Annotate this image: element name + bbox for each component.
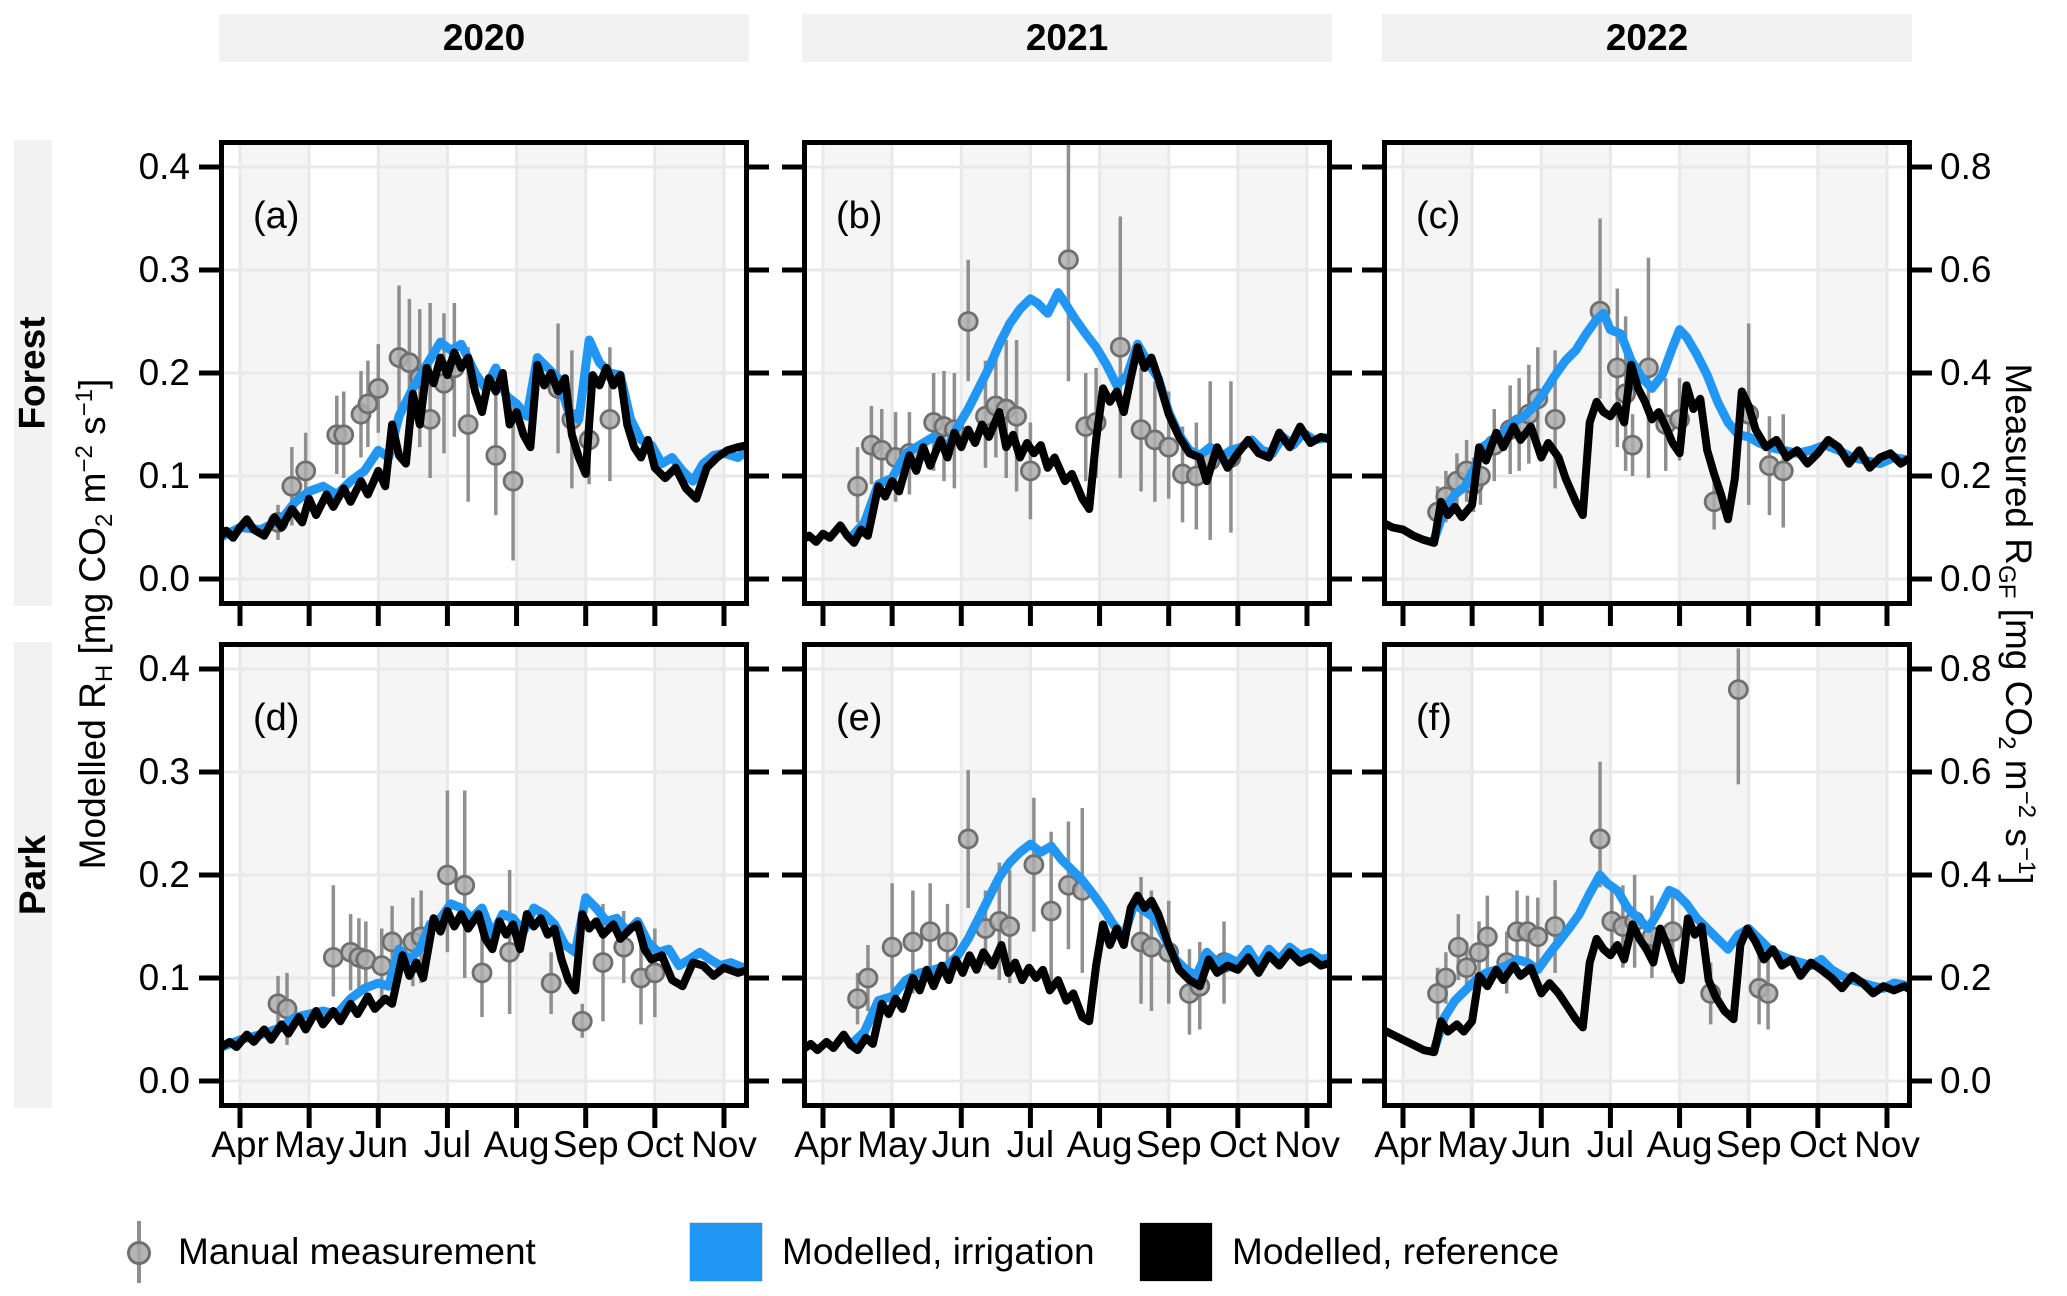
legend-label: Modelled, reference <box>1232 1231 1560 1272</box>
y-left-tick-label: 0.2 <box>138 352 190 393</box>
x-tick-label: Jun <box>931 1124 992 1165</box>
y-right-tick-label: 0.4 <box>1940 854 1992 895</box>
y-right-tick-label: 0.6 <box>1940 751 1992 792</box>
x-tick-label: Aug <box>483 1124 550 1165</box>
black-swatch-icon <box>1139 1222 1213 1282</box>
x-tick-label: Nov <box>691 1124 757 1165</box>
x-tick-label: Aug <box>1646 1124 1713 1165</box>
x-tick-label: Sep <box>552 1124 619 1165</box>
x-tick-label: Jul <box>1586 1124 1635 1165</box>
y-right-tick-label: 0.2 <box>1940 455 1992 496</box>
panel-park-2021: (e) <box>802 642 1332 1108</box>
x-tick-label: Apr <box>211 1124 269 1165</box>
facet-strip-label: 2022 <box>1605 17 1689 58</box>
x-tick-label: Nov <box>1274 1124 1340 1165</box>
y-right-tick-label: 0.6 <box>1940 249 1992 290</box>
x-tick-label: Aug <box>1066 1124 1133 1165</box>
legend-item-manual-measurement: Manual measurement <box>119 1214 536 1290</box>
panel-label: (d) <box>253 697 299 739</box>
legend-item-modelled-reference: Modelled, reference <box>1139 1214 1559 1290</box>
legend-label: Modelled, irrigation <box>782 1231 1095 1272</box>
y-left-tick-label: 0.4 <box>138 146 190 187</box>
x-tick-label: Apr <box>794 1124 852 1165</box>
legend-item-modelled-irrigation: Modelled, irrigation <box>689 1214 1095 1290</box>
panel-forest-2022: (c) <box>1382 140 1912 606</box>
x-tick-label: Oct <box>1209 1124 1267 1165</box>
x-tick-label: May <box>857 1124 928 1165</box>
y-left-tick-label: 0.1 <box>138 455 190 496</box>
panel-label: (b) <box>836 195 882 237</box>
panel-label: (e) <box>836 697 882 739</box>
panel-forest-2021: (b) <box>802 140 1332 606</box>
x-tick-label: Apr <box>1374 1124 1432 1165</box>
x-tick-label: Jun <box>348 1124 409 1165</box>
facet-strip-2022: 2022 <box>1382 14 1912 62</box>
panel-park-2020: (d) <box>219 642 749 1108</box>
panel-label: (f) <box>1416 697 1452 739</box>
y-right-tick-label: 0.2 <box>1940 957 1992 998</box>
y-left-tick-label: 0.3 <box>138 751 190 792</box>
blue-swatch-icon <box>689 1222 763 1282</box>
y-right-tick-label: 0.4 <box>1940 352 1992 393</box>
x-tick-label: Jul <box>1006 1124 1055 1165</box>
x-tick-label: Jun <box>1511 1124 1572 1165</box>
y-right-tick-label: 0.8 <box>1940 146 1992 187</box>
x-tick-label: Sep <box>1135 1124 1202 1165</box>
panel-label: (c) <box>1416 195 1460 237</box>
x-tick-label: Oct <box>1789 1124 1847 1165</box>
facet-strip-2021: 2021 <box>802 14 1332 62</box>
panel-park-2022: (f) <box>1382 642 1912 1108</box>
x-tick-label: Nov <box>1854 1124 1920 1165</box>
y-left-tick-label: 0.0 <box>138 558 190 599</box>
y-left-tick-label: 0.2 <box>138 854 190 895</box>
y-right-tick-label: 0.0 <box>1940 558 1992 599</box>
facet-strip-label: 2021 <box>1025 17 1109 58</box>
y-left-tick-label: 0.3 <box>138 249 190 290</box>
panel-label: (a) <box>253 195 299 237</box>
x-tick-label: May <box>274 1124 345 1165</box>
y-right-tick-label: 0.0 <box>1940 1060 1992 1101</box>
x-tick-label: Sep <box>1715 1124 1782 1165</box>
facet-strip-2020: 2020 <box>219 14 749 62</box>
facet-strip-forest: Forest <box>12 140 53 606</box>
x-tick-label: Jul <box>423 1124 472 1165</box>
y-right-tick-label: 0.8 <box>1940 648 1992 689</box>
facet-strip-label: 2020 <box>442 17 526 58</box>
y-left-tick-label: 0.4 <box>138 648 190 689</box>
y-left-tick-label: 0.0 <box>138 1060 190 1101</box>
pointrange-icon <box>119 1214 159 1290</box>
facet-strip-park: Park <box>12 642 53 1108</box>
x-tick-label: May <box>1437 1124 1508 1165</box>
legend-label: Manual measurement <box>178 1231 536 1272</box>
x-tick-label: Oct <box>626 1124 684 1165</box>
y-left-tick-label: 0.1 <box>138 957 190 998</box>
panel-forest-2020: (a) <box>219 140 749 606</box>
